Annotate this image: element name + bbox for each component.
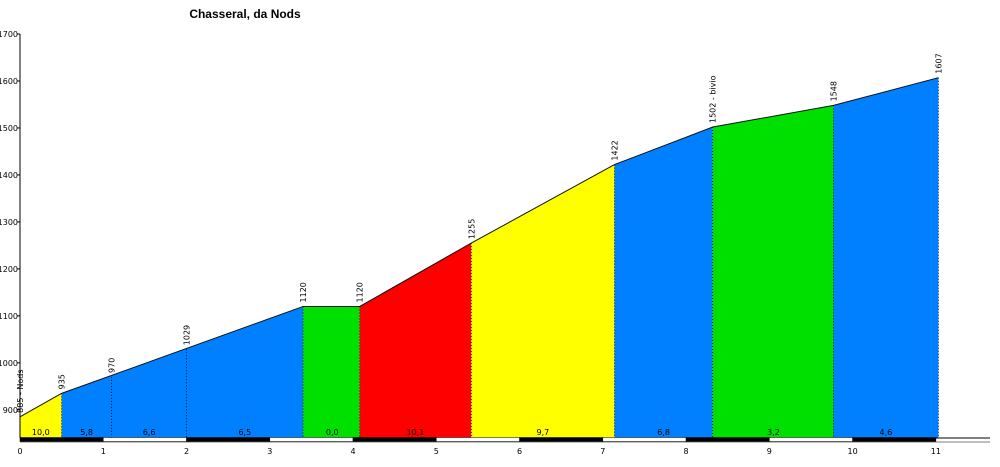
segment-area-0 xyxy=(20,393,62,438)
km-gradient-label-2: 6,6 xyxy=(143,428,156,437)
km-gradient-label-6: 9,7 xyxy=(537,428,550,437)
y-tick-label-7: 1600 xyxy=(0,77,18,86)
segment-area-4 xyxy=(471,164,615,439)
km-bar-1 xyxy=(103,437,187,442)
x-tick-label-7: 7 xyxy=(600,447,605,456)
segment-area-1 xyxy=(61,306,304,438)
x-tick-label-1: 1 xyxy=(101,447,106,456)
elevation-label-4: 1120 xyxy=(299,282,308,302)
elevation-label-10: 1607 xyxy=(934,53,943,73)
elevation-label-1: 935 xyxy=(58,374,67,389)
elevation-label-6: 1255 xyxy=(467,219,476,239)
y-tick-label-6: 1500 xyxy=(0,124,18,133)
km-bar-3 xyxy=(269,437,354,442)
y-tick-label-0: 900 xyxy=(3,406,18,415)
elevation-label-0: 885 - Nods xyxy=(16,369,25,412)
km-gradient-label-0: 10,0 xyxy=(32,428,50,437)
y-tick-label-1: 1000 xyxy=(0,359,18,368)
elevation-label-2: 970 xyxy=(108,358,117,373)
segment-area-7 xyxy=(833,77,939,439)
segment-area-2 xyxy=(303,306,360,438)
x-tick-label-4: 4 xyxy=(351,447,356,456)
x-tick-label-8: 8 xyxy=(684,447,689,456)
km-bar-6 xyxy=(519,437,604,442)
x-tick-label-10: 10 xyxy=(848,447,858,456)
segment-area-6 xyxy=(712,105,834,438)
axes: 900 1000 1100 1200 1300 1400 1500 1600 1700 0 1 2 3 4… xyxy=(0,30,990,456)
y-tick-label-5: 1400 xyxy=(0,171,18,180)
x-tick-label-11: 11 xyxy=(931,447,941,456)
segment-area-3 xyxy=(359,243,472,438)
x-tick-label-5: 5 xyxy=(434,447,439,456)
km-gradient-label-1: 5,8 xyxy=(80,428,93,437)
x-tick-label-3: 3 xyxy=(267,447,272,456)
km-gradient-label-7: 6,8 xyxy=(657,428,670,437)
y-tick-label-8: 1700 xyxy=(0,30,18,39)
km-bar-8 xyxy=(685,437,770,442)
km-bar-7 xyxy=(602,437,687,442)
km-bar-9 xyxy=(769,437,853,442)
km-bar-0 xyxy=(19,437,104,442)
segment-area-5 xyxy=(614,127,713,439)
km-bar-4 xyxy=(352,437,437,442)
point-guides xyxy=(19,77,939,438)
km-gradient-label-8: 3,2 xyxy=(767,428,780,437)
elevation-label-9: 1548 xyxy=(829,81,838,101)
chart-title: Chasseral, da Nods xyxy=(189,7,301,21)
segment-fills xyxy=(19,77,939,439)
elevation-label-7: 1422 xyxy=(610,140,619,160)
point-labels: 10,0 5,8 6,6 6,5 0,0 10,1 9,7 6,8 3,2 4,6 885 - No… xyxy=(16,53,943,437)
x-tick-label-0: 0 xyxy=(17,447,22,456)
km-gradient-label-5: 10,1 xyxy=(407,428,425,437)
km-gradient-label-4: 0,0 xyxy=(326,428,339,437)
elevation-label-3: 1029 xyxy=(183,325,192,345)
km-gradient-label-3: 6,5 xyxy=(238,428,251,437)
km-bar-2 xyxy=(186,437,271,442)
elevation-label-8: 1502 - bivio xyxy=(709,75,718,123)
y-tick-label-4: 1300 xyxy=(0,218,18,227)
x-tick-label-2: 2 xyxy=(184,447,189,456)
elevation-label-5: 1120 xyxy=(356,282,365,302)
km-gradient-label-9: 4,6 xyxy=(880,428,893,437)
y-tick-label-2: 1100 xyxy=(0,312,18,321)
x-tick-label-9: 9 xyxy=(767,447,772,456)
y-tick-label-3: 1200 xyxy=(0,265,18,274)
km-bar-10 xyxy=(852,437,937,442)
km-bar-5 xyxy=(436,437,520,442)
x-tick-label-6: 6 xyxy=(517,447,522,456)
